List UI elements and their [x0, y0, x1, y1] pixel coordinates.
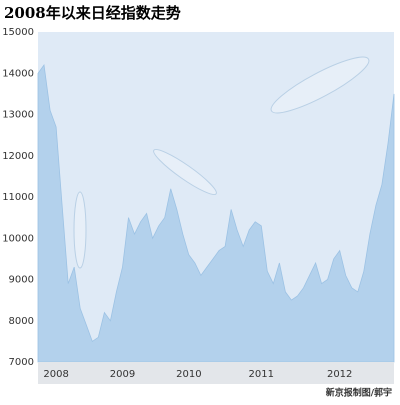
area: [37, 63, 395, 363]
y-tick-label: 12000: [2, 151, 34, 162]
decoration: [73, 56, 370, 269]
x-tick-label: 2012: [327, 369, 352, 380]
y-tick-label: 14000: [2, 68, 34, 79]
y-tick-label: 13000: [2, 110, 34, 121]
y-tick-label: 11000: [2, 192, 34, 203]
y-tick-label: 10000: [2, 233, 34, 244]
y-tick-label: 8000: [9, 316, 34, 327]
x-tick-label: 2011: [249, 369, 274, 380]
x-tick-label: 2010: [176, 369, 201, 380]
x-tick-label: 2008: [43, 369, 68, 380]
y-tick-label: 7000: [9, 357, 34, 368]
y-tick-label: 15000: [2, 27, 34, 38]
chart-title: 2008年以来日经指数走势: [4, 4, 181, 22]
y-tick-label: 9000: [9, 275, 34, 286]
x-tick-label: 2009: [110, 369, 135, 380]
source: 新京报制图/郭宇: [326, 387, 392, 399]
x-axis-band: [38, 362, 394, 384]
